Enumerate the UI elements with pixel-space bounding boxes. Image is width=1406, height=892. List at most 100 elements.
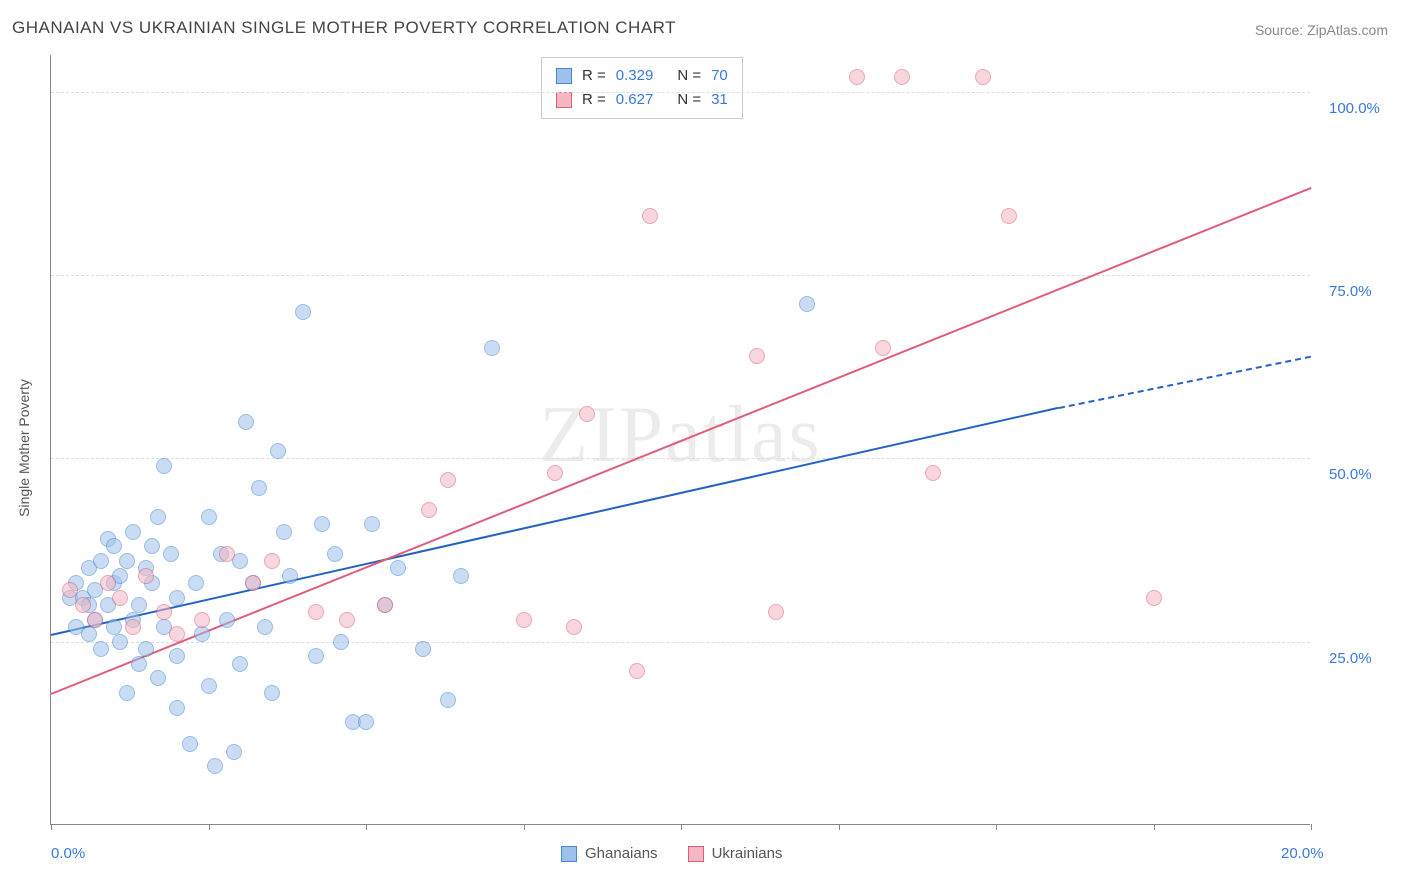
data-point [894, 69, 910, 85]
swatch-icon [561, 846, 577, 862]
data-point [849, 69, 865, 85]
data-point [276, 524, 292, 540]
data-point [81, 626, 97, 642]
data-point [112, 634, 128, 650]
r-value: 0.329 [616, 64, 654, 88]
x-tick [1311, 824, 1312, 830]
x-tick [996, 824, 997, 830]
data-point [194, 626, 210, 642]
data-point [201, 678, 217, 694]
data-point [579, 406, 595, 422]
y-tick-label: 50.0% [1329, 466, 1372, 483]
data-point [333, 634, 349, 650]
legend-item-ukrainians: Ukrainians [688, 845, 783, 862]
data-point [131, 656, 147, 672]
data-point [163, 546, 179, 562]
data-point [327, 546, 343, 562]
chart-title: GHANAIAN VS UKRAINIAN SINGLE MOTHER POVE… [12, 18, 676, 38]
data-point [226, 744, 242, 760]
data-point [201, 509, 217, 525]
data-point [138, 568, 154, 584]
data-point [125, 619, 141, 635]
data-point [232, 656, 248, 672]
data-point [245, 575, 261, 591]
data-point [308, 648, 324, 664]
grid-line [51, 458, 1310, 459]
watermark-text: ZIPatlas [539, 389, 822, 480]
data-point [453, 568, 469, 584]
swatch-ghanaians [556, 68, 572, 84]
data-point [100, 575, 116, 591]
x-axis-label: 0.0% [51, 845, 85, 862]
stat-label: N = [677, 64, 701, 88]
data-point [156, 604, 172, 620]
data-point [1001, 208, 1017, 224]
data-point [219, 546, 235, 562]
x-tick [51, 824, 52, 830]
grid-line [51, 275, 1310, 276]
data-point [415, 641, 431, 657]
data-point [377, 597, 393, 613]
data-point [169, 626, 185, 642]
data-point [642, 208, 658, 224]
data-point [629, 663, 645, 679]
data-point [131, 597, 147, 613]
n-value: 70 [711, 64, 728, 88]
y-tick-label: 75.0% [1329, 283, 1372, 300]
y-tick-label: 100.0% [1329, 100, 1380, 117]
data-point [138, 641, 154, 657]
data-point [251, 480, 267, 496]
data-point [749, 348, 765, 364]
trend-line [51, 187, 1312, 695]
grid-line [51, 642, 1310, 643]
data-point [219, 612, 235, 628]
data-point [182, 736, 198, 752]
data-point [264, 553, 280, 569]
source-label: Source: ZipAtlas.com [1255, 22, 1388, 38]
data-point [169, 648, 185, 664]
legend-label: Ukrainians [712, 845, 783, 862]
data-point [339, 612, 355, 628]
data-point [768, 604, 784, 620]
data-point [440, 472, 456, 488]
data-point [238, 414, 254, 430]
data-point [106, 538, 122, 554]
data-point [188, 575, 204, 591]
x-tick [681, 824, 682, 830]
data-point [364, 516, 380, 532]
data-point [156, 458, 172, 474]
data-point [169, 590, 185, 606]
data-point [169, 700, 185, 716]
data-point [194, 612, 210, 628]
data-point [264, 685, 280, 701]
x-tick [366, 824, 367, 830]
data-point [119, 553, 135, 569]
data-point [925, 465, 941, 481]
data-point [799, 296, 815, 312]
data-point [484, 340, 500, 356]
data-point [314, 516, 330, 532]
data-point [270, 443, 286, 459]
data-point [566, 619, 582, 635]
trend-line [1059, 356, 1311, 409]
data-point [144, 538, 160, 554]
data-point [62, 582, 78, 598]
legend-row-ghanaians: R = 0.329 N = 70 [556, 64, 728, 88]
data-point [440, 692, 456, 708]
stat-label: R = [582, 64, 606, 88]
data-point [282, 568, 298, 584]
x-tick [1154, 824, 1155, 830]
data-point [93, 641, 109, 657]
chart-container: GHANAIAN VS UKRAINIAN SINGLE MOTHER POVE… [0, 0, 1406, 892]
data-point [87, 612, 103, 628]
data-point [1146, 590, 1162, 606]
chart-plot-area: ZIPatlas R = 0.329 N = 70 R = 0.627 N = … [50, 55, 1310, 825]
data-point [421, 502, 437, 518]
legend-item-ghanaians: Ghanaians [561, 845, 658, 862]
x-tick [839, 824, 840, 830]
data-point [257, 619, 273, 635]
data-point [975, 69, 991, 85]
data-point [207, 758, 223, 774]
data-point [516, 612, 532, 628]
data-point [295, 304, 311, 320]
